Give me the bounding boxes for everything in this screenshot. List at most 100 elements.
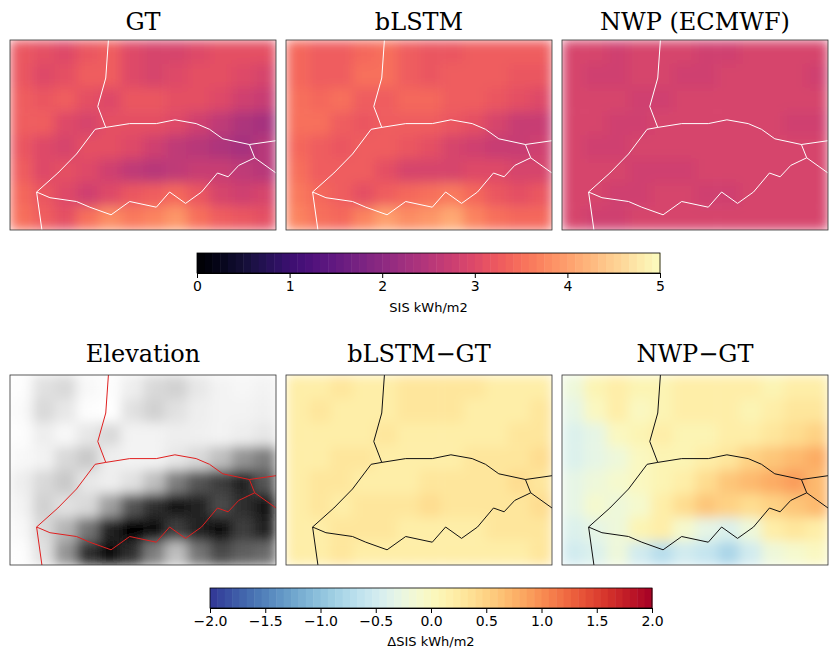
cell (286, 88, 309, 112)
cell (308, 399, 331, 423)
cell (165, 159, 188, 183)
cell (99, 470, 122, 494)
colorbar-swatch (645, 588, 653, 608)
cell (77, 399, 100, 423)
colorbar-swatch (217, 588, 225, 608)
cell (739, 423, 762, 447)
colorbar-swatch (405, 253, 413, 273)
colorbar-swatch (210, 588, 218, 608)
cell (784, 423, 807, 447)
colorbar-swatch (320, 253, 328, 273)
panel (286, 40, 553, 231)
cell (254, 375, 276, 399)
colorbar-swatch (336, 253, 344, 273)
cell (10, 399, 33, 423)
colorbar-swatch (637, 588, 645, 608)
colorbar-swatch (467, 253, 475, 273)
cell (353, 88, 376, 112)
cell (508, 206, 531, 230)
panel-frame (10, 375, 276, 565)
cell (441, 40, 464, 64)
cell (530, 423, 552, 447)
cells (10, 375, 276, 565)
tick: 0 (193, 273, 202, 294)
cell (254, 541, 276, 565)
cell (10, 470, 33, 494)
cell (375, 183, 398, 207)
tick: 1.0 (531, 608, 553, 629)
cell (10, 135, 33, 159)
cell (375, 159, 398, 183)
cell (210, 518, 233, 542)
cell (77, 111, 100, 135)
cell (286, 159, 309, 183)
cell (739, 446, 762, 470)
cell (806, 446, 828, 470)
cell (330, 40, 353, 64)
cell (606, 399, 629, 423)
cell (32, 446, 55, 470)
cell (397, 64, 420, 88)
cell (784, 64, 807, 88)
cell (486, 135, 509, 159)
colorbar-swatch (351, 253, 359, 273)
tick-label: 0 (193, 278, 202, 294)
cell (397, 518, 420, 542)
colorbar-swatch (290, 253, 298, 273)
cell (210, 40, 233, 64)
cell (530, 518, 552, 542)
cell (651, 183, 674, 207)
colorbar-swatch (583, 253, 591, 273)
cell (584, 446, 607, 470)
cell (717, 88, 740, 112)
cell (508, 470, 531, 494)
tick-label: −1.0 (304, 613, 338, 629)
cell (562, 423, 585, 447)
cell (54, 135, 77, 159)
colorbar-swatch (335, 588, 343, 608)
cell (562, 40, 585, 64)
cell (562, 541, 585, 565)
cell (606, 206, 629, 230)
cell (486, 399, 509, 423)
colorbar-swatch (567, 253, 575, 273)
colorbar-swatch (645, 253, 653, 273)
colorbar-swatch (367, 253, 375, 273)
cell (762, 494, 785, 518)
cell (77, 446, 100, 470)
cell (629, 159, 652, 183)
cell (508, 518, 531, 542)
colorbar-swatch (305, 253, 313, 273)
panel-title: NWP (ECMWF) (600, 8, 790, 36)
cell (121, 183, 144, 207)
cell (397, 375, 420, 399)
colorbar-swatch (560, 253, 568, 273)
cell (762, 40, 785, 64)
cell (584, 64, 607, 88)
cell (441, 541, 464, 565)
cell (806, 159, 828, 183)
cell (651, 470, 674, 494)
cell (441, 423, 464, 447)
colorbar-swatch (382, 253, 390, 273)
cell (210, 159, 233, 183)
cell (486, 40, 509, 64)
cell (784, 206, 807, 230)
cell (441, 64, 464, 88)
cell (463, 423, 486, 447)
colorbar-swatch (475, 253, 483, 273)
colorbar-swatch (328, 253, 336, 273)
cell (286, 183, 309, 207)
border (650, 40, 661, 127)
cell (99, 375, 122, 399)
cell (375, 135, 398, 159)
colorbar-swatch (424, 588, 432, 608)
cell (397, 159, 420, 183)
tick: 0.5 (476, 608, 498, 629)
cell (54, 470, 77, 494)
colorbar-swatch (236, 253, 244, 273)
cell (286, 423, 309, 447)
cell (695, 541, 718, 565)
cell (165, 375, 188, 399)
cell (54, 88, 77, 112)
